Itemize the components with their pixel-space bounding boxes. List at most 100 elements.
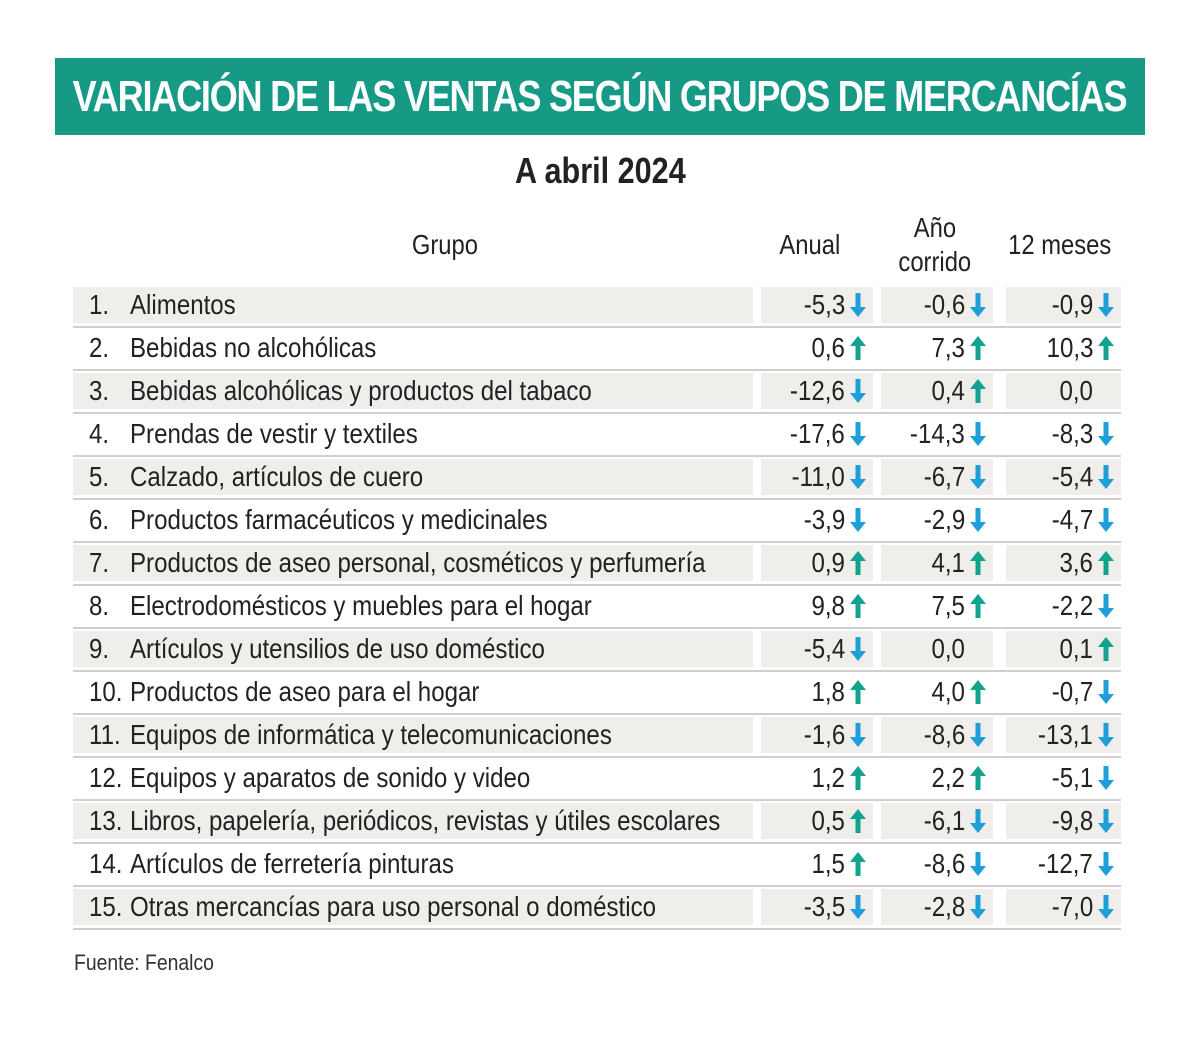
annual-value: 0,9 [761,545,873,581]
twelve-month-value: -2,2 [1006,588,1121,624]
table-row: Productos de aseo personal, cosméticos y… [73,543,1121,586]
arrow-up-icon [970,336,986,360]
row-group-name: Electrodomésticos y muebles para el hoga… [130,590,592,621]
arrow-up-icon [850,336,866,360]
annual-value: 9,8 [761,588,873,624]
row-number: 5. [89,461,110,492]
arrow-down-icon [850,723,866,747]
arrow-up-icon [970,379,986,403]
twelve-month-value: -5,4 [1006,459,1121,495]
ytd-value: 4,1 [881,545,993,581]
table-row: Alimentos 1. -5,3 -0,6 -0,9 [73,285,1121,328]
annual-value: -1,6 [761,717,873,753]
row-number: 8. [89,590,110,621]
row-group-name: Artículos y utensilios de uso doméstico [73,631,753,667]
row-number: 4. [89,418,110,449]
annual-value: -11,0 [761,459,873,495]
arrow-down-icon [850,293,866,317]
twelve-month-value: 0,1 [1006,631,1121,667]
row-group-name: Bebidas alcohólicas y productos del taba… [73,373,753,409]
arrow-up-icon [850,594,866,618]
row-group-name: Artículos de ferretería pinturas [130,848,454,879]
arrow-up-icon [1098,637,1114,661]
ytd-value: 0,0 [881,631,993,667]
table-row: Calzado, artículos de cuero 5. -11,0 -6,7 -5… [73,457,1121,500]
arrow-down-icon [850,508,866,532]
chart-title-banner: VARIACIÓN DE LAS VENTAS SEGÚN GRUPOS DE … [55,58,1145,135]
table-row: Artículos de ferretería pinturas 14. 1,5 -8… [73,844,1121,887]
arrow-down-icon [1098,895,1114,919]
ytd-value: -2,8 [881,889,993,925]
arrow-down-icon [970,723,986,747]
arrow-down-icon [970,852,986,876]
arrow-up-icon [970,594,986,618]
row-number: 6. [89,504,110,535]
ytd-value: 7,5 [881,588,993,624]
column-header-group: Grupo [411,229,479,260]
column-header-annual: Anual [779,229,841,260]
row-group-name: Calzado, artículos de cuero [73,459,753,495]
row-group-name: Prendas de vestir y textiles [130,418,418,449]
chart-subtitle: A abril 2024 [514,150,686,191]
twelve-month-value: -0,9 [1006,287,1121,323]
twelve-month-value: -12,7 [1006,846,1121,882]
annual-value: -3,5 [761,889,873,925]
arrow-down-icon [1098,723,1114,747]
row-number: 3. [89,375,110,406]
row-number: 15. [89,891,123,922]
arrow-down-icon [1098,422,1114,446]
arrow-up-icon [1098,336,1114,360]
row-number: 2. [89,332,110,363]
annual-value: -5,4 [761,631,873,667]
arrow-down-icon [850,422,866,446]
arrow-down-icon [970,508,986,532]
twelve-month-value: 0,0 [1006,373,1121,409]
row-group-name: Productos de aseo personal, cosméticos y… [73,545,753,581]
table-row: Bebidas no alcohólicas 2. 0,6 7,3 10,3 [73,328,1121,371]
row-number: 1. [89,289,110,320]
ytd-value: -6,7 [881,459,993,495]
ytd-value: 4,0 [881,674,993,710]
arrow-down-icon [970,895,986,919]
annual-value: -17,6 [761,416,873,452]
arrow-down-icon [850,379,866,403]
row-number: 10. [89,676,123,707]
arrow-up-icon [970,766,986,790]
column-header-ytd: Año corrido [898,212,972,277]
row-group-name: Alimentos [73,287,753,323]
table-row: Electrodomésticos y muebles para el hoga… [73,586,1121,629]
arrow-down-icon [1098,852,1114,876]
arrow-up-icon [850,852,866,876]
row-number: 13. [89,805,123,836]
twelve-month-value: -7,0 [1006,889,1121,925]
annual-value: 0,6 [761,330,873,366]
arrow-up-icon [970,680,986,704]
table-row: Productos de aseo para el hogar 10. 1,8 4,0… [73,672,1121,715]
row-group-name: Productos farmacéuticos y medicinales [130,504,548,535]
annual-value: 1,2 [761,760,873,796]
ytd-value: 2,2 [881,760,993,796]
twelve-month-value: -4,7 [1006,502,1121,538]
ytd-value: -14,3 [881,416,993,452]
row-number: 14. [89,848,123,879]
annual-value: 1,8 [761,674,873,710]
arrow-up-icon [850,809,866,833]
source-note: Fuente: Fenalco [74,950,214,975]
arrow-up-icon [850,680,866,704]
annual-value: -12,6 [761,373,873,409]
arrow-down-icon [1098,594,1114,618]
twelve-month-value: 10,3 [1006,330,1121,366]
twelve-month-value: -8,3 [1006,416,1121,452]
arrow-down-icon [970,809,986,833]
table-row: Prendas de vestir y textiles 4. -17,6 -14,3… [73,414,1121,457]
arrow-down-icon [1098,508,1114,532]
table-row: Bebidas alcohólicas y productos del taba… [73,371,1121,414]
arrow-up-icon [850,551,866,575]
row-group-name: Equipos y aparatos de sonido y video [130,762,531,793]
ytd-value: -0,6 [881,287,993,323]
arrow-down-icon [850,637,866,661]
table-row: Libros, papelería, periódicos, revistas … [73,801,1121,844]
ytd-value: -8,6 [881,846,993,882]
annual-value: 0,5 [761,803,873,839]
twelve-month-value: -5,1 [1006,760,1121,796]
